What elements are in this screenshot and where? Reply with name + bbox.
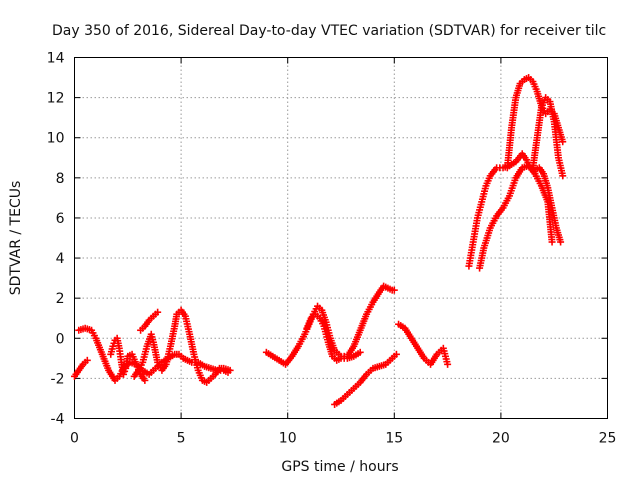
y-tick-label: 6 bbox=[56, 211, 65, 227]
data-point bbox=[83, 356, 91, 364]
x-tick-label: 25 bbox=[599, 431, 617, 447]
y-tick-label: -2 bbox=[51, 371, 65, 387]
x-tick-labels: 0 5 10 15 20 25 bbox=[70, 431, 616, 447]
y-tick-label: 14 bbox=[47, 51, 65, 67]
data-point bbox=[559, 138, 567, 146]
y-tick-labels: -4 -2 0 2 4 6 8 10 12 14 bbox=[47, 51, 65, 428]
chart-title: Day 350 of 2016, Sidereal Day-to-day VTE… bbox=[52, 23, 606, 39]
x-axis-label: GPS time / hours bbox=[281, 459, 398, 475]
data-points bbox=[71, 74, 567, 408]
data-point bbox=[548, 238, 556, 246]
data-point bbox=[154, 308, 162, 316]
grid bbox=[74, 57, 608, 419]
data-point bbox=[141, 376, 149, 384]
x-tick-label: 20 bbox=[492, 431, 510, 447]
y-axis-label: SDTVAR / TECUs bbox=[8, 181, 24, 296]
data-point bbox=[226, 366, 234, 374]
plot-frame bbox=[74, 57, 608, 419]
data-point bbox=[356, 348, 364, 356]
axis-ticks bbox=[74, 57, 608, 419]
x-tick-label: 15 bbox=[385, 431, 403, 447]
y-tick-label: 8 bbox=[56, 171, 65, 187]
data-point bbox=[444, 360, 452, 368]
x-tick-label: 10 bbox=[279, 431, 297, 447]
y-tick-label: 0 bbox=[56, 331, 65, 347]
data-point bbox=[390, 286, 398, 294]
y-tick-label: 4 bbox=[56, 251, 65, 267]
x-tick-label: 0 bbox=[70, 431, 79, 447]
y-tick-label: 10 bbox=[47, 131, 65, 147]
y-tick-label: 12 bbox=[47, 91, 65, 107]
y-tick-label: 2 bbox=[56, 291, 65, 307]
data-point bbox=[557, 238, 565, 246]
data-point bbox=[392, 350, 400, 358]
x-tick-label: 5 bbox=[177, 431, 186, 447]
data-point bbox=[559, 172, 567, 180]
y-tick-label: -4 bbox=[51, 412, 65, 428]
